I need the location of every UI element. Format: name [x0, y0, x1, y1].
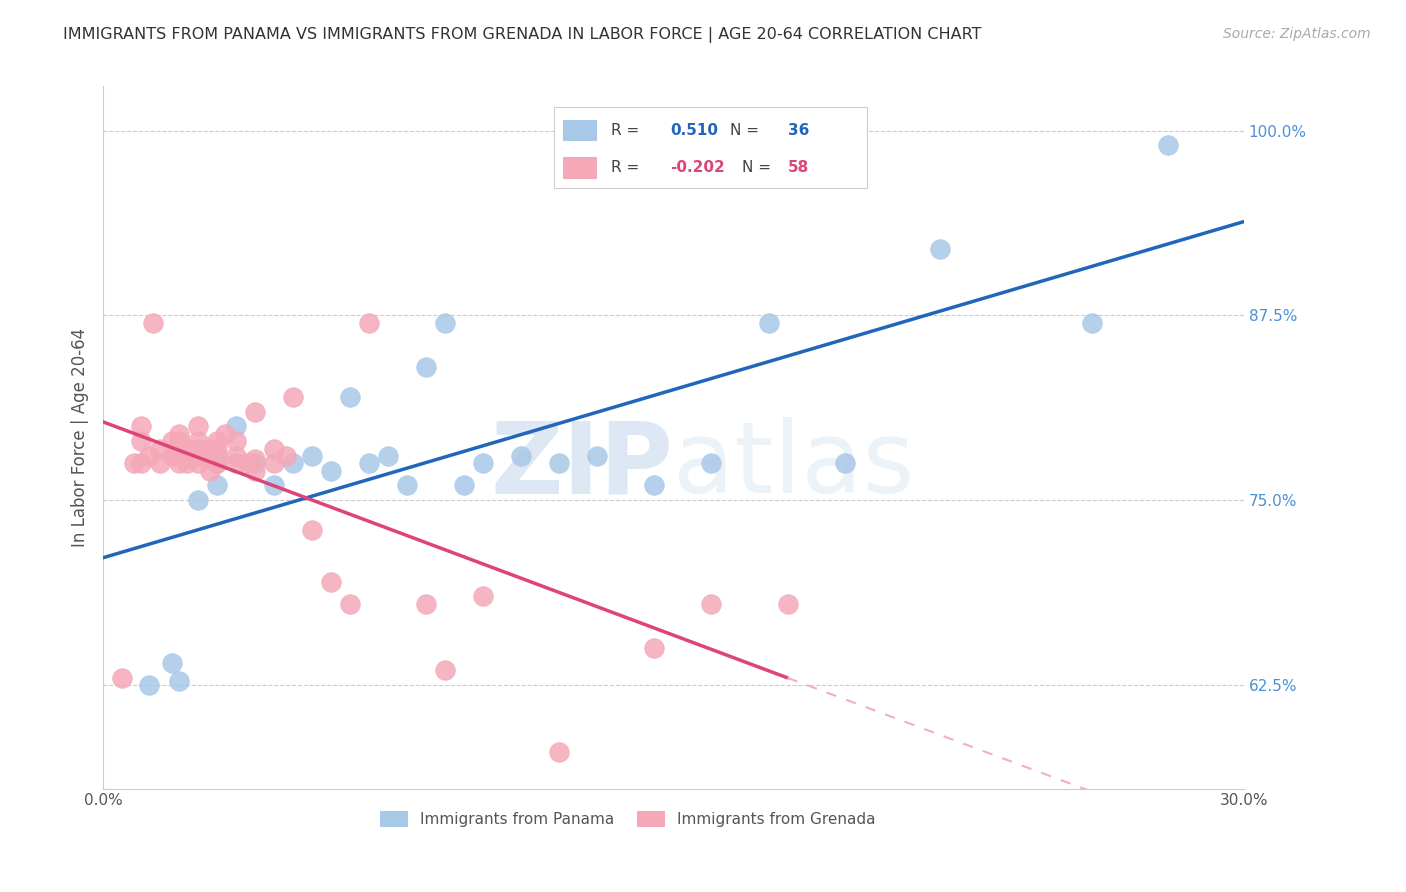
- Point: [776, 597, 799, 611]
- Point: [129, 419, 152, 434]
- Y-axis label: In Labor Force | Age 20-64: In Labor Force | Age 20-64: [72, 328, 89, 547]
- Legend: Immigrants from Panama, Immigrants from Grenada: Immigrants from Panama, Immigrants from …: [374, 805, 882, 833]
- Point: [321, 574, 343, 589]
- Text: R =: R =: [610, 161, 644, 176]
- Point: [283, 456, 305, 470]
- Point: [187, 434, 209, 449]
- Point: [187, 449, 209, 463]
- Point: [301, 523, 323, 537]
- Point: [138, 449, 160, 463]
- Point: [176, 442, 198, 456]
- Point: [225, 434, 247, 449]
- FancyBboxPatch shape: [554, 107, 868, 188]
- Point: [472, 456, 495, 470]
- Point: [274, 449, 297, 463]
- Text: Source: ZipAtlas.com: Source: ZipAtlas.com: [1223, 27, 1371, 41]
- Point: [453, 478, 475, 492]
- Point: [122, 456, 145, 470]
- Point: [434, 663, 457, 677]
- Point: [415, 360, 437, 375]
- Point: [321, 464, 343, 478]
- Point: [167, 673, 190, 688]
- Point: [928, 242, 950, 256]
- Text: R =: R =: [610, 122, 644, 137]
- Point: [214, 426, 236, 441]
- Point: [160, 449, 183, 463]
- Point: [129, 434, 152, 449]
- Point: [236, 456, 259, 470]
- Point: [263, 478, 285, 492]
- Point: [167, 449, 190, 463]
- Point: [1080, 316, 1102, 330]
- Point: [700, 456, 723, 470]
- Bar: [562, 120, 598, 141]
- Point: [205, 434, 228, 449]
- Point: [160, 656, 183, 670]
- Point: [225, 419, 247, 434]
- Text: ZIP: ZIP: [491, 417, 673, 514]
- Text: 36: 36: [787, 122, 808, 137]
- Point: [510, 449, 533, 463]
- Point: [205, 456, 228, 470]
- Point: [548, 456, 571, 470]
- Point: [643, 641, 665, 656]
- Point: [205, 449, 228, 463]
- Point: [187, 493, 209, 508]
- Point: [472, 590, 495, 604]
- Point: [205, 478, 228, 492]
- Point: [167, 456, 190, 470]
- Point: [205, 456, 228, 470]
- Point: [586, 449, 609, 463]
- Point: [434, 316, 457, 330]
- Point: [187, 456, 209, 470]
- Point: [198, 442, 221, 456]
- Point: [245, 464, 267, 478]
- Point: [187, 442, 209, 456]
- Point: [149, 456, 172, 470]
- Point: [225, 449, 247, 463]
- Point: [263, 456, 285, 470]
- Point: [377, 449, 399, 463]
- Text: 0.510: 0.510: [671, 122, 718, 137]
- Point: [643, 478, 665, 492]
- Point: [176, 456, 198, 470]
- Text: atlas: atlas: [673, 417, 915, 514]
- Point: [834, 456, 856, 470]
- Point: [415, 597, 437, 611]
- Point: [245, 451, 267, 466]
- Point: [758, 316, 780, 330]
- Point: [160, 434, 183, 449]
- Point: [301, 449, 323, 463]
- Point: [149, 442, 172, 456]
- Text: N =: N =: [731, 122, 765, 137]
- Point: [283, 390, 305, 404]
- Point: [359, 456, 381, 470]
- Text: IMMIGRANTS FROM PANAMA VS IMMIGRANTS FROM GRENADA IN LABOR FORCE | AGE 20-64 COR: IMMIGRANTS FROM PANAMA VS IMMIGRANTS FRO…: [63, 27, 981, 43]
- Point: [167, 426, 190, 441]
- Point: [396, 478, 419, 492]
- Text: 58: 58: [787, 161, 808, 176]
- Point: [245, 404, 267, 418]
- Point: [129, 456, 152, 470]
- Point: [700, 597, 723, 611]
- Point: [142, 316, 165, 330]
- Point: [339, 597, 361, 611]
- Bar: [562, 158, 598, 178]
- Text: -0.202: -0.202: [671, 161, 724, 176]
- Point: [138, 678, 160, 692]
- Point: [167, 434, 190, 449]
- Point: [111, 671, 134, 685]
- Point: [245, 456, 267, 470]
- Point: [167, 442, 190, 456]
- Point: [263, 442, 285, 456]
- Point: [198, 464, 221, 478]
- Point: [205, 442, 228, 456]
- Point: [339, 390, 361, 404]
- Point: [548, 745, 571, 759]
- Point: [225, 456, 247, 470]
- Point: [1157, 138, 1180, 153]
- Point: [359, 316, 381, 330]
- Text: N =: N =: [742, 161, 776, 176]
- Point: [187, 419, 209, 434]
